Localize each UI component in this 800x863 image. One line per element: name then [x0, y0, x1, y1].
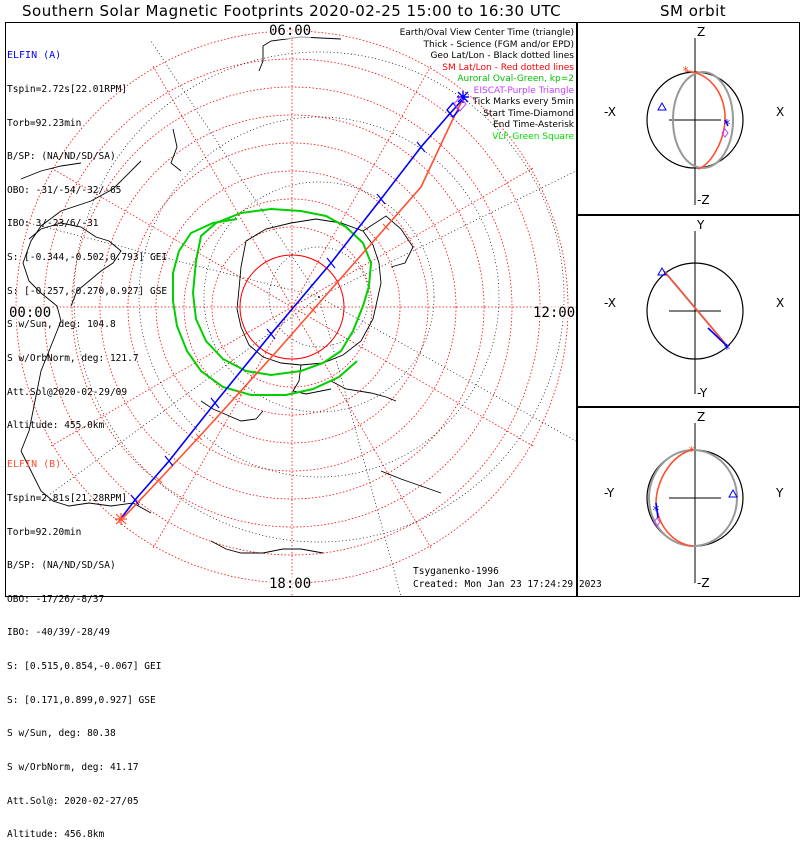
elfin-a-science-segment: [724, 119, 729, 127]
legend-item: Auroral Oval-Green, kp=2: [457, 74, 574, 84]
elfin-b-line: Att.Sol@: 2020-02-27/05: [7, 795, 139, 807]
sm-orbit-title: SM orbit: [660, 2, 727, 20]
legend-item: Earth/Oval View Center Time (triangle): [399, 28, 574, 38]
center-triangle: [657, 266, 667, 276]
elfin-a-line: IBO: 3/-23/6/-31: [7, 218, 99, 230]
axis-label-bottom: -Z: [697, 576, 710, 590]
elfin-a-line: S w/OrbNorm, deg: 121.7: [7, 352, 139, 364]
auroral-oval: [172, 207, 373, 396]
mlt-tick-left: 00:00: [9, 305, 52, 321]
axis-label-right: Y: [776, 486, 784, 500]
axis-label-left: -X: [604, 296, 616, 310]
elfin-a-line: S: [-0.257,-0.270,0.927] GSE: [7, 285, 168, 297]
orbit-start-asterisk: *: [688, 444, 695, 458]
sm-longitude-lines: [11, 29, 576, 596]
center-triangle: [657, 101, 667, 111]
elfin-b-line: Tspin=2.81s[21.28RPM]: [7, 493, 128, 505]
geo-grid: [20, 40, 577, 597]
axis-label-top: Y: [697, 218, 705, 232]
sm-orbit-xy-panel: * Y -Y -X X: [577, 215, 800, 407]
elfin-b-line: S w/Sun, deg: 80.38: [7, 728, 116, 740]
orbit-end-asterisk: *: [723, 118, 731, 133]
elfin-a-science-segment: [655, 502, 659, 519]
sm-orbit-yz-panel: * * Z -Z -Y Y: [577, 407, 800, 597]
elfin-a-orbit-segment: [685, 70, 726, 170]
elfin-a-line: OBO: -31/-54/-32/-65: [7, 184, 122, 196]
elfin-a-line: S: [-0.344,-0.502,0.793] GEI: [7, 252, 168, 264]
axis-label-left: -X: [604, 105, 616, 119]
sm-orbit-xz-plot: * *: [646, 38, 744, 205]
auroral-oval-inner: [191, 207, 373, 377]
mlt-tick-bottom: 18:00: [269, 576, 312, 592]
sm-orbit-xy-plot: *: [646, 231, 744, 394]
model-note: Tsyganenko-1996: [413, 566, 499, 577]
sm-orbit-yz-plot: * *: [646, 423, 744, 583]
elfin-a-line: Tspin=2.72s[22.01RPM]: [7, 84, 128, 96]
axis-label-top: Z: [697, 25, 706, 39]
start-diamond: [653, 517, 661, 527]
elfin-b-line: S: [0.515,0.854,-0.067] GEI: [7, 661, 162, 673]
legend-item: Tick Marks every 5min: [472, 97, 574, 107]
legend-item: SM Lat/Lon - Red dotted lines: [442, 62, 574, 73]
axis-label-right: X: [776, 296, 785, 310]
elfin-a-header: ELFIN (A): [7, 50, 62, 62]
elfin-a-line: Torb=92.23min: [7, 117, 82, 129]
elfin-b-header: ELFIN (B): [7, 459, 62, 471]
elfin-b-line: S: [0.171,0.899,0.927] GSE: [7, 694, 156, 706]
legend-item: Geo Lat/Lon - Black dotted lines: [430, 51, 574, 61]
elfin-b-line: OBO: -17/26/-8/37: [7, 593, 105, 605]
elfin-b-line: B/SP: (NA/ND/SD/SA): [7, 560, 116, 572]
legend-item: Start Time-Diamond: [483, 108, 574, 119]
axis-label-top: Z: [697, 410, 706, 424]
elfin-a-orbit-segment: [663, 270, 729, 348]
elfin-b-tick-marks: [155, 223, 390, 484]
legend-item: End Time-Asterisk: [492, 120, 574, 130]
axis-label-left: -Y: [604, 486, 615, 500]
main-title: Southern Solar Magnetic Footprints 2020-…: [22, 2, 562, 20]
orbit-start-asterisk: *: [682, 64, 689, 78]
elfin-b-line: Torb=92.20min: [7, 526, 82, 538]
elfin-a-line: S w/Sun, deg: 104.8: [7, 319, 116, 331]
elfin-a-info: ELFIN (A) Tspin=2.72s[22.01RPM] Torb=92.…: [7, 28, 167, 454]
orbit-end-asterisk: *: [723, 343, 731, 358]
coastlines: [20, 36, 442, 554]
elfin-b-line: Altitude: 456.8km: [7, 829, 105, 841]
antarctica-coast: [236, 218, 382, 366]
axis-label-bottom: -Y: [697, 386, 708, 400]
elfin-b-end-asterisk: [115, 513, 127, 525]
elfin-a-end-asterisk: [457, 91, 469, 103]
elfin-a-line: B/SP: (NA/ND/SD/SA): [7, 151, 116, 163]
legend: Earth/Oval View Center Time (triangle) T…: [400, 28, 574, 143]
elfin-a-line: Att.Sol@2020-02-29/09: [7, 386, 128, 398]
mlt-tick-right: 12:00: [533, 305, 576, 321]
axis-label-right: X: [776, 105, 785, 119]
start-diamond: [721, 128, 729, 138]
created-note: Created: Mon Jan 23 17:24:29 2023: [413, 579, 602, 590]
mlt-tick-top: 06:00: [269, 23, 312, 39]
elfin-b-orbit: [672, 71, 734, 169]
elfin-b-line: S w/OrbNorm, deg: 41.17: [7, 761, 139, 773]
sm-orbit-xz-panel: * * Z -Z -X X: [577, 22, 800, 215]
elfin-a-tick-marks: [130, 141, 426, 506]
legend-item: VLF-Green Square: [492, 131, 574, 142]
axis-label-bottom: -Z: [697, 193, 710, 207]
elfin-b-info: ELFIN (B) Tspin=2.81s[21.28RPM] Torb=92.…: [7, 437, 161, 863]
elfin-a-science-segment: [707, 327, 729, 348]
legend-item: EISCAT-Purple Triangle: [473, 85, 574, 96]
elfin-b-line: IBO: -40/39/-28/49: [7, 627, 110, 639]
center-triangle: [728, 488, 738, 498]
elfin-a-line: Altitude: 455.0km: [7, 420, 105, 432]
orbit-end-asterisk: *: [652, 504, 660, 519]
eiscat-marker: [453, 96, 467, 112]
legend-item: Thick - Science (FGM and/or EPD): [423, 39, 574, 50]
